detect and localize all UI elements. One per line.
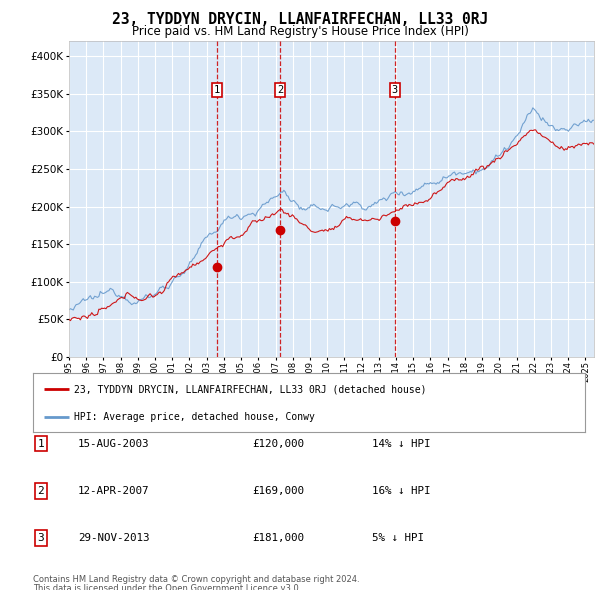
- Text: 23, TYDDYN DRYCIN, LLANFAIRFECHAN, LL33 0RJ: 23, TYDDYN DRYCIN, LLANFAIRFECHAN, LL33 …: [112, 12, 488, 27]
- Text: 3: 3: [391, 85, 398, 95]
- Text: 3: 3: [37, 533, 44, 543]
- Text: 1: 1: [214, 85, 220, 95]
- Text: 1: 1: [37, 439, 44, 448]
- Text: £169,000: £169,000: [252, 486, 304, 496]
- Text: 14% ↓ HPI: 14% ↓ HPI: [372, 439, 431, 448]
- Text: 5% ↓ HPI: 5% ↓ HPI: [372, 533, 424, 543]
- Text: £120,000: £120,000: [252, 439, 304, 448]
- Text: Contains HM Land Registry data © Crown copyright and database right 2024.: Contains HM Land Registry data © Crown c…: [33, 575, 359, 584]
- Text: HPI: Average price, detached house, Conwy: HPI: Average price, detached house, Conw…: [74, 412, 315, 421]
- Text: 2: 2: [277, 85, 283, 95]
- Text: 2: 2: [37, 486, 44, 496]
- Text: 29-NOV-2013: 29-NOV-2013: [78, 533, 149, 543]
- Text: Price paid vs. HM Land Registry's House Price Index (HPI): Price paid vs. HM Land Registry's House …: [131, 25, 469, 38]
- Text: 15-AUG-2003: 15-AUG-2003: [78, 439, 149, 448]
- Text: This data is licensed under the Open Government Licence v3.0.: This data is licensed under the Open Gov…: [33, 584, 301, 590]
- Text: 12-APR-2007: 12-APR-2007: [78, 486, 149, 496]
- Text: 16% ↓ HPI: 16% ↓ HPI: [372, 486, 431, 496]
- Text: £181,000: £181,000: [252, 533, 304, 543]
- Text: 23, TYDDYN DRYCIN, LLANFAIRFECHAN, LL33 0RJ (detached house): 23, TYDDYN DRYCIN, LLANFAIRFECHAN, LL33 …: [74, 385, 427, 394]
